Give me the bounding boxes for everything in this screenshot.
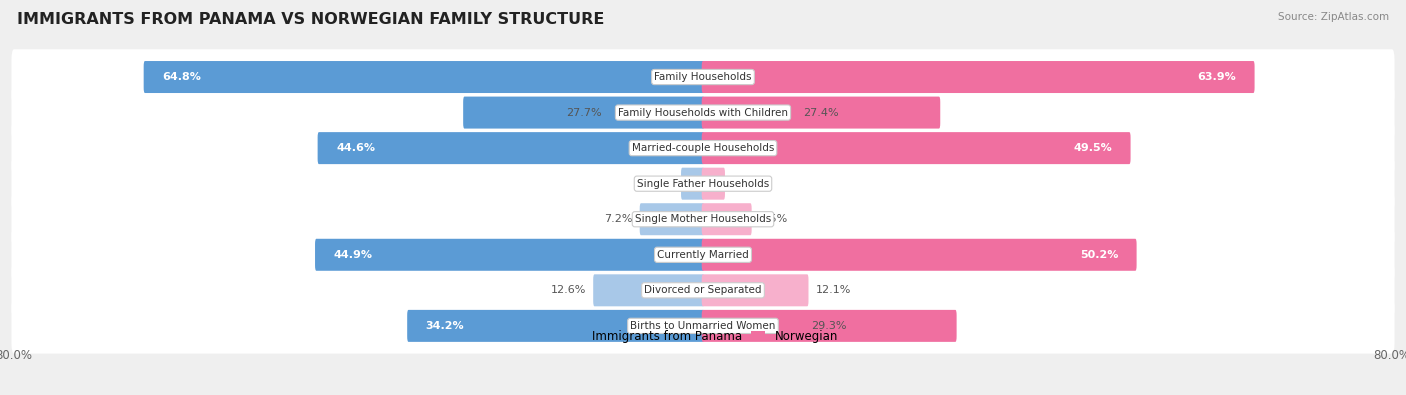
Text: Currently Married: Currently Married (657, 250, 749, 260)
Text: Births to Unmarried Women: Births to Unmarried Women (630, 321, 776, 331)
Text: Source: ZipAtlas.com: Source: ZipAtlas.com (1278, 12, 1389, 22)
FancyBboxPatch shape (315, 239, 704, 271)
FancyBboxPatch shape (463, 97, 704, 129)
Text: 2.4%: 2.4% (645, 179, 673, 189)
Text: 64.8%: 64.8% (162, 72, 201, 82)
Text: 27.4%: 27.4% (803, 107, 839, 118)
Text: IMMIGRANTS FROM PANAMA VS NORWEGIAN FAMILY STRUCTURE: IMMIGRANTS FROM PANAMA VS NORWEGIAN FAMI… (17, 12, 605, 27)
FancyBboxPatch shape (702, 167, 725, 200)
Text: 34.2%: 34.2% (426, 321, 464, 331)
Text: 12.1%: 12.1% (815, 285, 851, 295)
FancyBboxPatch shape (143, 61, 704, 93)
FancyBboxPatch shape (11, 120, 1395, 176)
FancyBboxPatch shape (702, 132, 1130, 164)
Text: Family Households with Children: Family Households with Children (619, 107, 787, 118)
FancyBboxPatch shape (11, 192, 1395, 247)
Text: 2.4%: 2.4% (733, 179, 761, 189)
Text: 5.5%: 5.5% (759, 214, 787, 224)
FancyBboxPatch shape (318, 132, 704, 164)
FancyBboxPatch shape (11, 156, 1395, 211)
Text: Married-couple Households: Married-couple Households (631, 143, 775, 153)
Text: 12.6%: 12.6% (551, 285, 586, 295)
FancyBboxPatch shape (11, 263, 1395, 318)
FancyBboxPatch shape (11, 85, 1395, 140)
FancyBboxPatch shape (11, 298, 1395, 354)
FancyBboxPatch shape (408, 310, 704, 342)
FancyBboxPatch shape (702, 61, 1254, 93)
Legend: Immigrants from Panama, Norwegian: Immigrants from Panama, Norwegian (568, 331, 838, 343)
Text: Divorced or Separated: Divorced or Separated (644, 285, 762, 295)
Text: 29.3%: 29.3% (811, 321, 846, 331)
FancyBboxPatch shape (11, 227, 1395, 282)
FancyBboxPatch shape (702, 310, 956, 342)
Text: 44.6%: 44.6% (336, 143, 375, 153)
FancyBboxPatch shape (702, 203, 752, 235)
Text: Single Father Households: Single Father Households (637, 179, 769, 189)
Text: Family Households: Family Households (654, 72, 752, 82)
Text: 50.2%: 50.2% (1080, 250, 1118, 260)
FancyBboxPatch shape (11, 49, 1395, 105)
Text: Single Mother Households: Single Mother Households (636, 214, 770, 224)
Text: 7.2%: 7.2% (605, 214, 633, 224)
Text: 27.7%: 27.7% (565, 107, 602, 118)
FancyBboxPatch shape (702, 239, 1136, 271)
Text: 44.9%: 44.9% (333, 250, 373, 260)
Text: 49.5%: 49.5% (1073, 143, 1112, 153)
FancyBboxPatch shape (702, 274, 808, 307)
Text: 63.9%: 63.9% (1198, 72, 1236, 82)
FancyBboxPatch shape (593, 274, 704, 307)
FancyBboxPatch shape (702, 97, 941, 129)
FancyBboxPatch shape (640, 203, 704, 235)
FancyBboxPatch shape (681, 167, 704, 200)
